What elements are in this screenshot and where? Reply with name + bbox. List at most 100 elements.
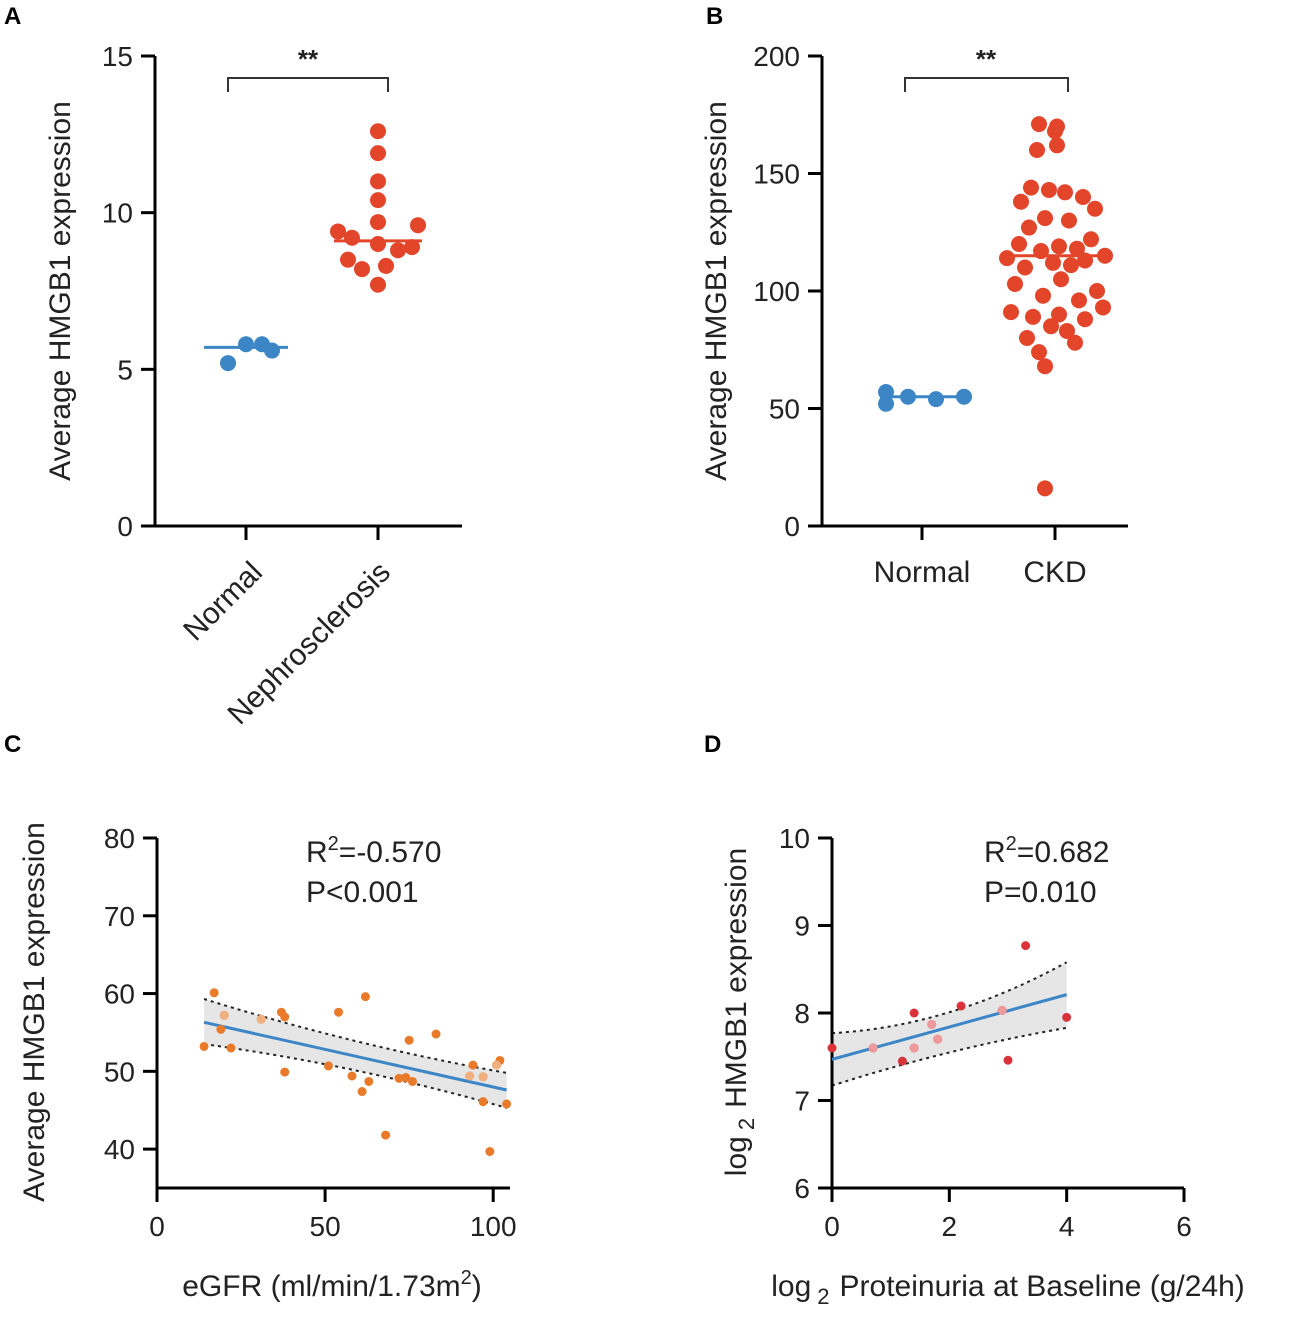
panel-b-point-ckd-35: [1043, 318, 1059, 335]
panel-b-point-ckd-18: [1033, 243, 1049, 260]
panel-c-point-10: [334, 1007, 344, 1017]
panel-c-xtick-label-100: 100: [470, 1211, 517, 1242]
panel-d-letter: D: [704, 731, 721, 758]
panel-d-light-point-1: [909, 1043, 919, 1053]
panel-a-point-normal-1: [238, 336, 254, 353]
panel-d-light-point-2: [927, 1019, 937, 1029]
panel-a-point-nephrosclerosis-7: [344, 229, 360, 246]
panel-b-point-ckd-33: [1025, 308, 1041, 325]
panel-c-point-9: [323, 1061, 333, 1071]
panel-b-point-ckd-12: [1061, 212, 1077, 229]
panel-b-xlabel-ckd: CKD: [1023, 556, 1086, 589]
panel-a-ytick-label-5: 5: [117, 354, 133, 385]
panel-a-significance-bracket: [227, 77, 389, 92]
panel-b-point-ckd-10: [1087, 200, 1103, 217]
panel-b-point-ckd-21: [1077, 252, 1093, 269]
panel-b-y-ticks: 0 50 100 150 200: [753, 41, 822, 542]
panel-b-point-ckd-23: [1063, 257, 1079, 274]
panel-c-point-2: [216, 1024, 226, 1034]
panel-c-point-19: [408, 1076, 418, 1086]
panel-b-point-ckd-26: [1007, 275, 1023, 292]
panel-c-r2-label: R2=-0.570: [306, 833, 441, 869]
panel-b-point-ckd-29: [1071, 292, 1087, 309]
panel-a-point-normal-0: [220, 355, 236, 372]
panel-c-point-28: [502, 1099, 512, 1109]
panel-b-point-ckd-8: [1075, 189, 1091, 205]
panel-d-r2-value: =0.682: [1017, 836, 1110, 869]
panel-d-point-2: [897, 1056, 907, 1066]
panel-b-point-ckd-39: [1031, 344, 1047, 361]
panel-b-ytick-label-100: 100: [753, 276, 800, 307]
panel-d-ytick-label-7: 7: [794, 1086, 810, 1117]
panel-b-significance-bracket: [904, 77, 1069, 92]
panel-b-point-ckd-14: [1083, 231, 1099, 248]
panel-d-xlabel-post: Proteinuria at Baseline (g/24h): [840, 1270, 1245, 1303]
panel-d-ytick-label-8: 8: [794, 998, 810, 1029]
panel-b-marks: [878, 116, 1113, 497]
panel-b-ytick-label-0: 0: [784, 511, 800, 542]
panel-a-point-nephrosclerosis-8: [390, 242, 406, 259]
panel-d-p-value: P=0.010: [984, 876, 1097, 909]
panel-a-marks: [204, 123, 426, 372]
panel-d-confidence-band: [831, 961, 1068, 1087]
panel-d-r2-prefix: R: [984, 836, 1006, 869]
panel-b-point-ckd-9: [1013, 193, 1029, 210]
panel-d-light-point-4: [997, 1005, 1007, 1015]
panel-a-y-ticks: 0 5 10 15: [102, 41, 155, 542]
panel-d-xtick-label-6: 6: [1176, 1211, 1192, 1242]
panel-b-point-ckd-30: [1095, 299, 1111, 316]
panel-d-light-point-0: [868, 1043, 878, 1053]
panel-b-point-ckd-17: [1051, 238, 1067, 255]
panel-d-xlabel-pre: log: [771, 1270, 811, 1303]
panel-a-ytick-label-0: 0: [117, 511, 133, 542]
panel-b-ytick-label-50: 50: [769, 394, 800, 425]
panel-b: B 0 50 100 150 200 Normal CKD Average HMGB1 …: [700, 3, 1128, 589]
panel-c-x-ticks: 0 50 100: [149, 1188, 517, 1242]
panel-b-point-ckd-25: [1053, 271, 1069, 288]
panel-d-ylabel-pre: log: [720, 1136, 753, 1176]
panel-a-point-normal-3: [264, 342, 280, 359]
panel-b-point-ckd-40: [1037, 358, 1053, 375]
panel-b-point-ckd-28: [1035, 287, 1051, 304]
panel-d-x-ticks: 0 2 4 6: [824, 1188, 1192, 1242]
panel-a-ytick-label-10: 10: [102, 198, 133, 229]
panel-b-point-ckd-5: [1023, 179, 1039, 196]
panel-b-point-normal-4: [956, 388, 972, 405]
panel-c-ytick-label-40: 40: [104, 1134, 135, 1165]
panel-a-point-nephrosclerosis-12: [378, 257, 394, 274]
panel-a-point-nephrosclerosis-2: [370, 173, 386, 190]
panel-c-point-8: [280, 1067, 290, 1077]
panel-c-point-24: [478, 1097, 488, 1107]
panel-b-point-ckd-27: [1089, 283, 1105, 299]
panel-d-ytick-label-9: 9: [794, 911, 810, 942]
panel-b-xlabel-normal: Normal: [874, 556, 971, 589]
panel-c-ytick-label-50: 50: [104, 1056, 135, 1087]
panel-d-band-lower: [831, 1026, 1067, 1087]
panel-c-confidence-band: [203, 998, 507, 1109]
panel-c-letter: C: [4, 731, 21, 758]
panel-d-point-3: [909, 1008, 919, 1018]
panel-c-xtick-label-50: 50: [310, 1211, 341, 1242]
panel-c-light-point-3: [478, 1072, 488, 1082]
panel-c-point-0: [199, 1041, 209, 1051]
panel-d-ylabel: log 2 HMGB1 expression: [720, 848, 759, 1176]
panel-d-marks: [827, 941, 1072, 1066]
panel-b-point-ckd-41: [1037, 480, 1053, 497]
panel-b-point-ckd-15: [1011, 236, 1027, 252]
panel-d-xtick-label-4: 4: [1059, 1211, 1075, 1242]
panel-b-ylabel: Average HMGB1 expression: [700, 101, 733, 481]
panel-b-point-ckd-7: [1057, 184, 1073, 201]
panel-a-point-nephrosclerosis-11: [340, 251, 356, 268]
panel-c-light-point-0: [219, 1010, 229, 1020]
panel-a-xlabel-normal: Normal: [177, 556, 269, 648]
panel-b-point-ckd-38: [1067, 334, 1083, 351]
panel-a-point-nephrosclerosis-10: [404, 239, 420, 256]
panel-c-point-17: [401, 1073, 411, 1083]
panel-b-point-ckd-31: [1003, 304, 1019, 321]
panel-d-xtick-label-2: 2: [942, 1211, 958, 1242]
panel-d-band-upper: [831, 961, 1068, 1035]
panel-c-fit-line: [203, 1020, 507, 1092]
